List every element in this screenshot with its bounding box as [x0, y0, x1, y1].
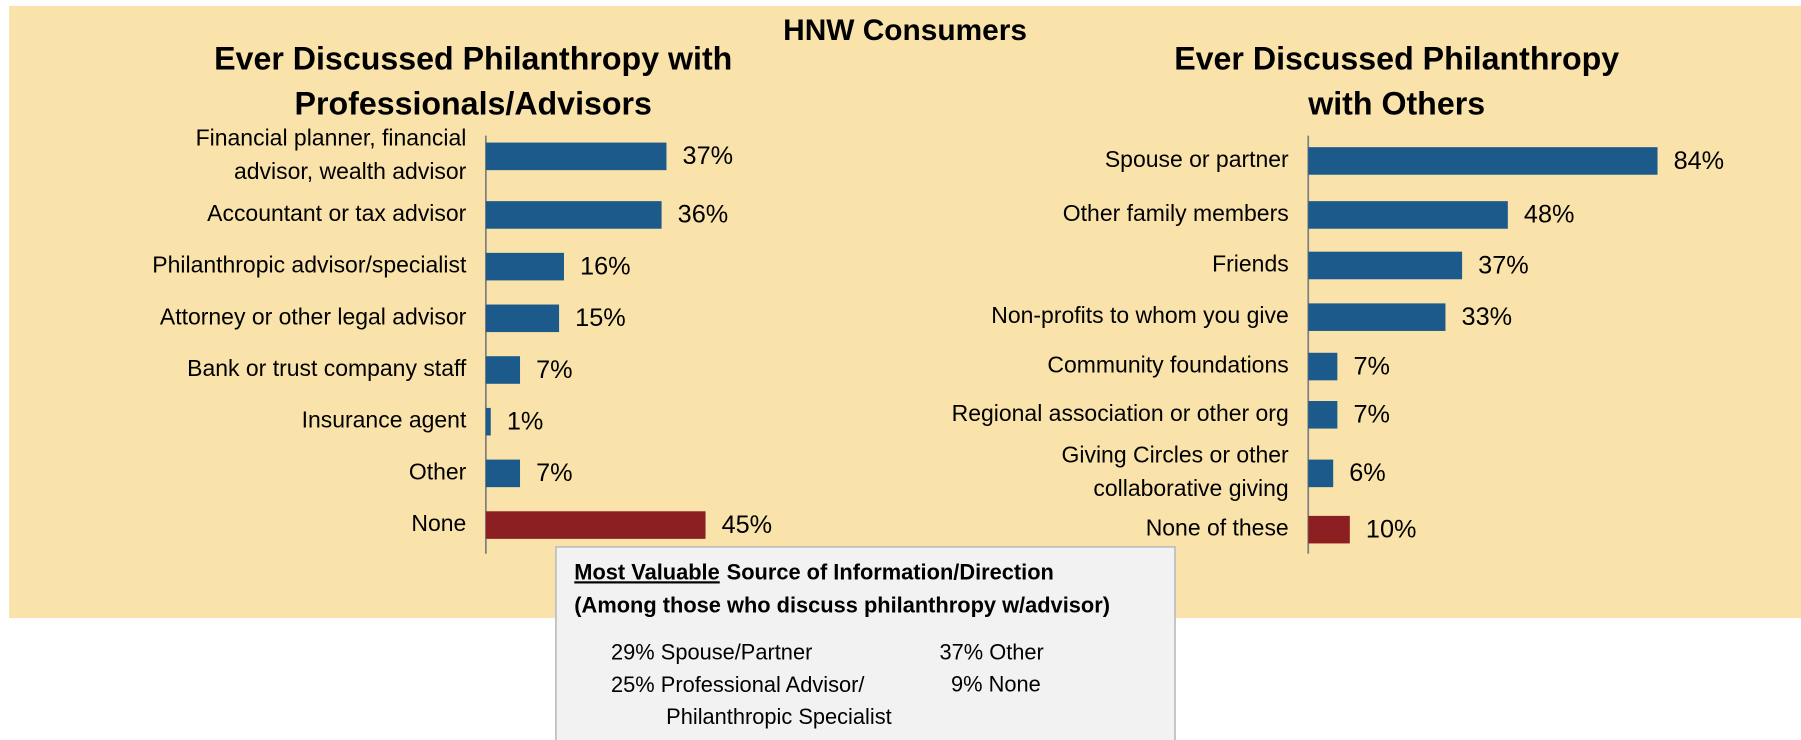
category-label: Accountant or tax advisor — [207, 200, 467, 226]
note-item: 37% Other — [940, 639, 1044, 664]
note-subtitle: (Among those who discuss philanthropy w/… — [574, 592, 1110, 617]
category-label: Other — [409, 458, 467, 484]
note-item: 9% None — [951, 672, 1041, 697]
value-label: 37% — [1478, 251, 1529, 279]
value-label: 33% — [1462, 303, 1513, 331]
note-box — [555, 546, 1176, 740]
note-title-rest: Source of Information/Direction — [727, 559, 1054, 584]
bar — [485, 511, 706, 539]
value-label: 16% — [580, 252, 631, 280]
value-label: 15% — [575, 304, 626, 332]
note-title-underlined: Most Valuable — [574, 559, 719, 584]
category-label: Financial planner, financial advisor, wea… — [196, 125, 467, 184]
bar — [485, 407, 491, 436]
bar — [1308, 251, 1463, 280]
value-label: 48% — [1524, 201, 1575, 229]
category-label: Regional association or other org — [952, 400, 1289, 426]
note-title: Most Valuable Source of Information/Direc… — [574, 559, 1054, 584]
category-label: Spouse or partner — [1105, 146, 1289, 172]
category-label: Non-profits to whom you give — [991, 302, 1288, 328]
bar — [1308, 515, 1350, 544]
value-label: 7% — [536, 356, 573, 384]
category-label: None of these — [1146, 515, 1289, 541]
value-label: 84% — [1674, 147, 1725, 175]
bar — [1308, 201, 1508, 229]
bar — [485, 356, 521, 384]
category-label: Bank or trust company staff — [187, 355, 467, 381]
bar — [1308, 459, 1334, 488]
bar — [485, 459, 521, 488]
category-label: Insurance agent — [302, 407, 467, 433]
bar — [485, 304, 560, 333]
value-label: 1% — [507, 408, 544, 436]
value-label: 7% — [1353, 401, 1390, 429]
background-panel — [9, 5, 1801, 619]
category-label: Attorney or other legal advisor — [160, 303, 467, 329]
value-label: 36% — [678, 201, 729, 229]
category-label: Other family members — [1063, 200, 1289, 226]
bar — [1308, 303, 1446, 331]
chart-title: Ever Discussed Philanthropy with — [214, 41, 732, 77]
note-item: 29% Spouse/Partner — [611, 639, 812, 664]
bar — [1308, 147, 1658, 175]
value-label: 7% — [536, 459, 573, 487]
category-label: Community foundations — [1047, 352, 1288, 378]
value-label: 10% — [1366, 515, 1417, 543]
bar — [485, 252, 564, 281]
note-item: 25% Professional Advisor/Philanthropic S… — [611, 672, 892, 729]
category-label: Friends — [1212, 251, 1289, 277]
bar — [1308, 401, 1338, 429]
value-label: 6% — [1349, 459, 1386, 487]
chart-title: Ever Discussed Philanthropy — [1174, 41, 1619, 77]
bar — [485, 201, 662, 229]
category-label: None — [411, 510, 466, 536]
value-label: 45% — [722, 511, 773, 539]
value-label: 37% — [683, 142, 734, 170]
page-title: HNW Consumers — [783, 14, 1027, 47]
chart-title: Professionals/Advisors — [295, 85, 652, 121]
chart-title: with Others — [1307, 85, 1485, 121]
bar — [1308, 352, 1338, 381]
category-label: Giving Circles or other collaborative giv… — [1062, 442, 1290, 501]
value-label: 7% — [1353, 352, 1390, 380]
category-label: Philanthropic advisor/specialist — [152, 252, 467, 278]
bar — [485, 142, 667, 171]
